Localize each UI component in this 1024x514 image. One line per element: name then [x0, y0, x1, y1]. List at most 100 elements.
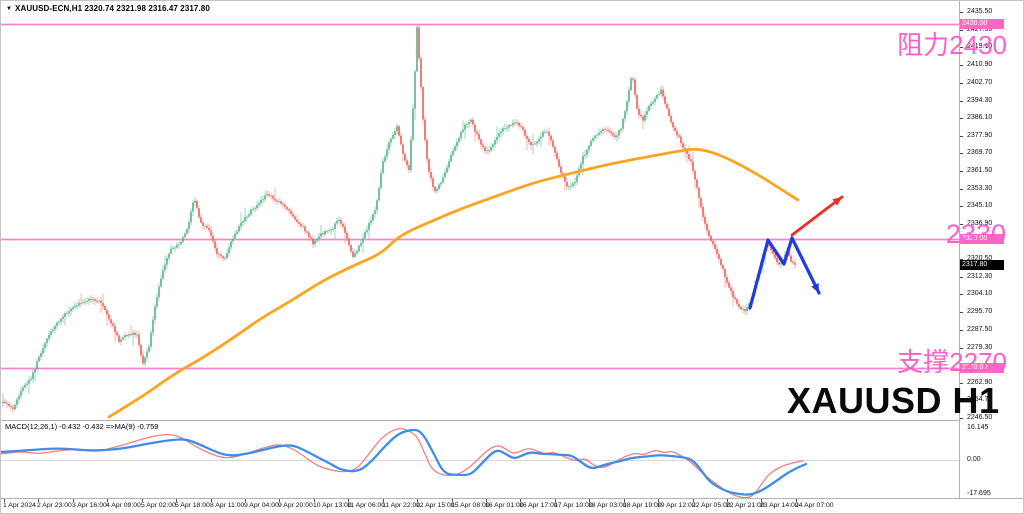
time-axis-tick [107, 499, 108, 502]
time-axis-tick [245, 499, 246, 502]
time-axis-tick [796, 499, 797, 502]
price-axis-tick [960, 277, 963, 278]
price-axis-tick [960, 348, 963, 349]
time-axis-label: 16 Apr 17:00 [519, 502, 558, 509]
price-axis-label: 2304.10 [967, 290, 993, 297]
price-chart-canvas[interactable] [1, 1, 959, 420]
price-axis-tick [960, 30, 963, 31]
time-axis-label: 3 Apr 16:00 [72, 502, 107, 509]
time-axis-label: 19 Apr 12:00 [657, 502, 696, 509]
time-axis-label: 10 Apr 13:00 [313, 502, 352, 509]
price-axis-tick [960, 171, 963, 172]
macd-pane[interactable] [1, 421, 959, 498]
price-axis-label: 2402.70 [967, 79, 993, 86]
mid-level-label: 2330 [945, 219, 1006, 249]
time-axis-label: 24 Apr 07:00 [795, 502, 834, 509]
price-axis-tick [960, 47, 963, 48]
price-axis-label: 2410.90 [967, 61, 993, 68]
time-axis-tick [4, 499, 5, 502]
time-axis-tick [589, 499, 590, 502]
time-axis-label: 17 Apr 10:00 [554, 502, 593, 509]
time-axis-tick [417, 499, 418, 502]
price-axis-tick [960, 153, 963, 154]
price-axis-label: 2287.50 [967, 326, 993, 333]
price-axis-label: 2336.90 [967, 220, 993, 227]
time-axis-label: 2 Apr 23:00 [37, 502, 72, 509]
symbol-dropdown-icon[interactable]: ▼ [6, 6, 13, 12]
time-axis-tick [142, 499, 143, 502]
price-axis-label: 2419.10 [967, 43, 993, 50]
time-axis-tick [38, 499, 39, 502]
time-axis-tick [211, 499, 212, 502]
price-axis-tick [960, 312, 963, 313]
time-axis-tick [658, 499, 659, 502]
time-axis-tick [348, 499, 349, 502]
level-price-tag: 2430.00 [960, 19, 1004, 29]
price-axis-tick [960, 224, 963, 225]
time-axis-label: 9 Apr 20:00 [278, 502, 313, 509]
price-axis-label: 2394.30 [967, 97, 993, 104]
macd-axis-label: 0.00 [967, 456, 981, 463]
price-axis-label: 2320.50 [967, 255, 993, 262]
price-axis-label: 2246.50 [967, 414, 993, 421]
time-axis-tick [452, 499, 453, 502]
price-axis-tick [960, 330, 963, 331]
time-axis[interactable]: 1 Apr 2024 2 Apr 23:00 3 Apr 16:00 4 Apr 09… [1, 499, 1023, 513]
main-chart-pane[interactable] [1, 1, 959, 420]
time-axis-label: 16 Apr 01:00 [485, 502, 524, 509]
price-axis-tick [960, 83, 963, 84]
time-axis-tick [176, 499, 177, 502]
price-axis-label: 2279.30 [967, 344, 993, 351]
price-axis-label: 2377.90 [967, 132, 993, 139]
level-price-tag: 2270.00 [960, 363, 1004, 373]
time-axis-label: 11 Apr 06:00 [347, 502, 386, 509]
price-axis-label: 2345.10 [967, 202, 993, 209]
time-axis-label: 1 Apr 2024 [3, 502, 36, 509]
time-axis-label: 4 Apr 09:00 [106, 502, 141, 509]
price-axis-label: 2369.70 [967, 149, 993, 156]
price-axis-label: 2254.70 [967, 396, 993, 403]
price-axis[interactable]: 2435.50 2427.30 2419.10 2410.90 2402.70 2394.… [960, 1, 1023, 498]
price-axis-label: 2295.70 [967, 308, 993, 315]
time-axis-tick [486, 499, 487, 502]
time-axis-label: 22 Apr 21:00 [726, 502, 765, 509]
time-axis-label: 18 Apr 19:00 [623, 502, 662, 509]
price-axis-tick [960, 136, 963, 137]
time-axis-tick [555, 499, 556, 502]
time-axis-tick [279, 499, 280, 502]
level-price-tag: 2330.00 [960, 234, 1004, 244]
price-axis-separator [959, 1, 960, 498]
price-axis-tick [960, 65, 963, 66]
time-axis-label: 5 Apr 18:00 [175, 502, 210, 509]
time-axis-label: 23 Apr 14:00 [760, 502, 799, 509]
price-axis-tick [960, 189, 963, 190]
macd-indicator-canvas[interactable] [1, 421, 959, 498]
price-axis-tick [960, 101, 963, 102]
symbol-watermark: XAUUSD H1 [787, 380, 1000, 421]
price-axis-tick [960, 118, 963, 119]
time-axis-tick [761, 499, 762, 502]
time-axis-label: 22 Apr 05:00 [692, 502, 731, 509]
time-axis-tick [727, 499, 728, 502]
price-axis-label: 2361.50 [967, 167, 993, 174]
price-axis-tick [960, 418, 963, 419]
support-level-label: 支撑2270 [897, 347, 1007, 377]
time-axis-label: 18 Apr 03:00 [588, 502, 627, 509]
price-axis-label: 2312.30 [967, 273, 993, 280]
price-axis-tick [960, 294, 963, 295]
pane-separator-bottom [1, 498, 1023, 499]
price-axis-label: 2353.30 [967, 185, 993, 192]
price-axis-tick [960, 400, 963, 401]
pane-separator-top [1, 420, 1023, 421]
chart-title-text: XAUUSD-ECN,H1 2320.74 2321.98 2316.47 23… [15, 4, 210, 13]
time-axis-label: 5 Apr 02:00 [141, 502, 176, 509]
time-axis-label: 12 Apr 15:00 [416, 502, 455, 509]
time-axis-label: 11 Apr 22:00 [382, 502, 421, 509]
price-axis-tick [960, 206, 963, 207]
current-price-tag: 2317.80 [960, 260, 1004, 270]
price-axis-tick [960, 259, 963, 260]
macd-axis-label: -17.695 [967, 490, 991, 497]
time-axis-label: 9 Apr 04:00 [244, 502, 279, 509]
macd-indicator-label: MACD(12,26,1) -0.432 -0.432 =>MA(9) -0.7… [5, 422, 159, 431]
time-axis-tick [693, 499, 694, 502]
